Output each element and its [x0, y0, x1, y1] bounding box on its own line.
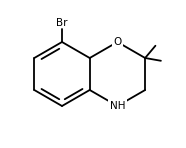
Text: Br: Br	[56, 18, 68, 28]
Text: O: O	[113, 37, 121, 47]
Text: NH: NH	[110, 101, 125, 111]
